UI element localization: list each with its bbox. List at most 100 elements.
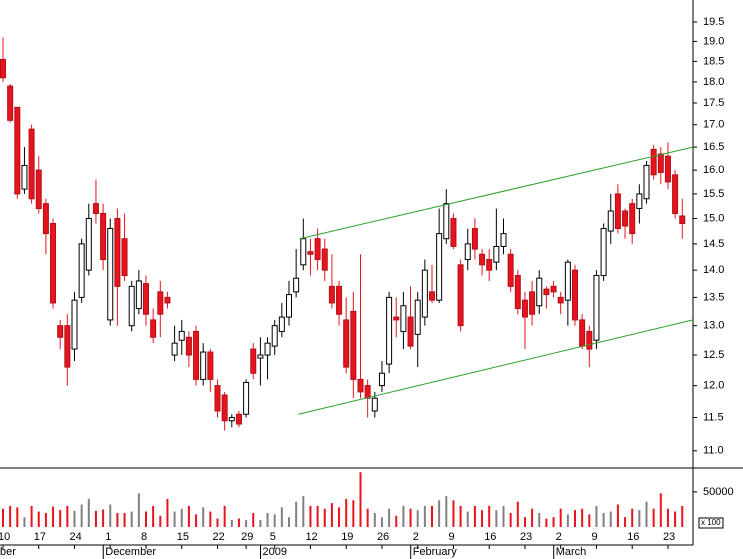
volume-bar <box>2 508 4 527</box>
candle-body <box>100 212 107 261</box>
candle-body <box>636 193 643 210</box>
volume-bar <box>330 503 333 527</box>
y-tick-label: 19.5 <box>703 16 724 28</box>
volume-bar <box>237 518 240 527</box>
candle-body <box>557 296 564 304</box>
x-tick-label: 9 <box>591 531 597 543</box>
candle-body <box>550 285 557 293</box>
volume-bar <box>73 510 76 527</box>
candle-body <box>664 155 671 183</box>
candle-body <box>407 316 414 347</box>
candle-body <box>314 238 321 261</box>
volume-bar <box>59 510 62 527</box>
y-tick-label: 17.5 <box>703 97 724 109</box>
y-tick-label: 13.5 <box>703 291 724 303</box>
x-tick-label: 1 <box>105 531 111 543</box>
candle-body <box>521 299 528 318</box>
candle-body <box>35 169 42 210</box>
candle-body <box>393 316 400 321</box>
candle-body <box>328 285 335 304</box>
candle-body <box>200 351 207 380</box>
volume-bar <box>116 512 119 527</box>
volume-bar <box>9 505 12 527</box>
candle-body <box>28 128 35 200</box>
unit-box <box>698 517 724 529</box>
volume-bar <box>66 505 69 527</box>
volume-bar <box>30 505 33 527</box>
x-tick-label: 12 <box>305 531 317 543</box>
candle-body <box>614 193 621 230</box>
y-tick-label: 11.5 <box>703 411 724 423</box>
volume-bar <box>245 519 248 527</box>
volume-bar <box>509 512 512 527</box>
x-tick-label: 5 <box>270 531 276 543</box>
volume-bar <box>259 519 262 527</box>
candle-body <box>300 238 307 266</box>
candle-body <box>364 385 371 399</box>
trend-line <box>299 146 694 240</box>
candle-body <box>443 203 450 240</box>
candle-body <box>207 351 214 380</box>
x-tick-label: 10 <box>0 531 10 543</box>
y-tick-label: 16.5 <box>703 141 724 153</box>
volume-bar <box>502 505 505 527</box>
candle-body <box>343 319 350 368</box>
candle-body <box>650 148 657 176</box>
candle-body <box>150 319 157 338</box>
candle-body <box>264 342 271 356</box>
candle-body <box>371 397 378 412</box>
candle-body <box>657 153 664 173</box>
x-tick-label: 19 <box>341 531 353 543</box>
candle-body <box>243 381 250 415</box>
candle-body <box>78 243 85 298</box>
candle-body <box>350 310 357 380</box>
candle-body <box>679 215 686 224</box>
volume-bar <box>538 512 541 527</box>
y-tick-label: 13.0 <box>703 320 724 332</box>
candle-body <box>257 354 264 359</box>
volume-bar <box>681 505 684 527</box>
volume-bar <box>409 508 412 527</box>
y-tick-label: 14.5 <box>703 238 724 250</box>
candle-body <box>336 285 343 315</box>
x-tick-label: 2 <box>413 531 419 543</box>
month-label: March <box>556 546 587 558</box>
volume-bar <box>280 507 283 527</box>
y-tick-label: 15.0 <box>703 212 724 224</box>
x-tick-label: 16 <box>484 531 496 543</box>
volume-bar <box>173 511 176 527</box>
volume-bar <box>152 505 155 527</box>
volume-bar <box>366 508 369 527</box>
volume-bar <box>595 505 598 527</box>
volume-tick-label: 50000 <box>703 486 734 498</box>
candle-body <box>92 203 99 214</box>
volume-bar <box>495 510 498 527</box>
candle-body <box>457 264 464 327</box>
x-tick-label: 23 <box>663 531 675 543</box>
volume-bar <box>588 514 591 527</box>
candle-body <box>0 58 6 79</box>
x-tick-label: 17 <box>34 531 46 543</box>
candle-body <box>414 299 421 335</box>
candle-body <box>321 248 328 271</box>
volume-bar <box>466 511 469 527</box>
volume-bar <box>123 512 126 527</box>
candle-body <box>564 261 571 301</box>
candle-body <box>121 238 128 277</box>
candle-body <box>600 228 607 277</box>
candle-body <box>572 269 578 321</box>
candle-body <box>235 413 242 425</box>
candle-body <box>278 316 285 332</box>
volume-bar <box>223 505 226 527</box>
x-tick-label: 16 <box>627 531 639 543</box>
volume-bar <box>180 508 183 527</box>
volume-bar <box>52 506 55 527</box>
candle-body <box>400 305 407 332</box>
volume-bar <box>402 505 405 527</box>
volume-bar <box>581 508 584 527</box>
volume-bar <box>445 496 448 527</box>
volume-bar <box>316 505 319 527</box>
candle-body <box>135 280 142 310</box>
candle-body <box>500 233 507 247</box>
x-tick-label: 8 <box>141 531 147 543</box>
